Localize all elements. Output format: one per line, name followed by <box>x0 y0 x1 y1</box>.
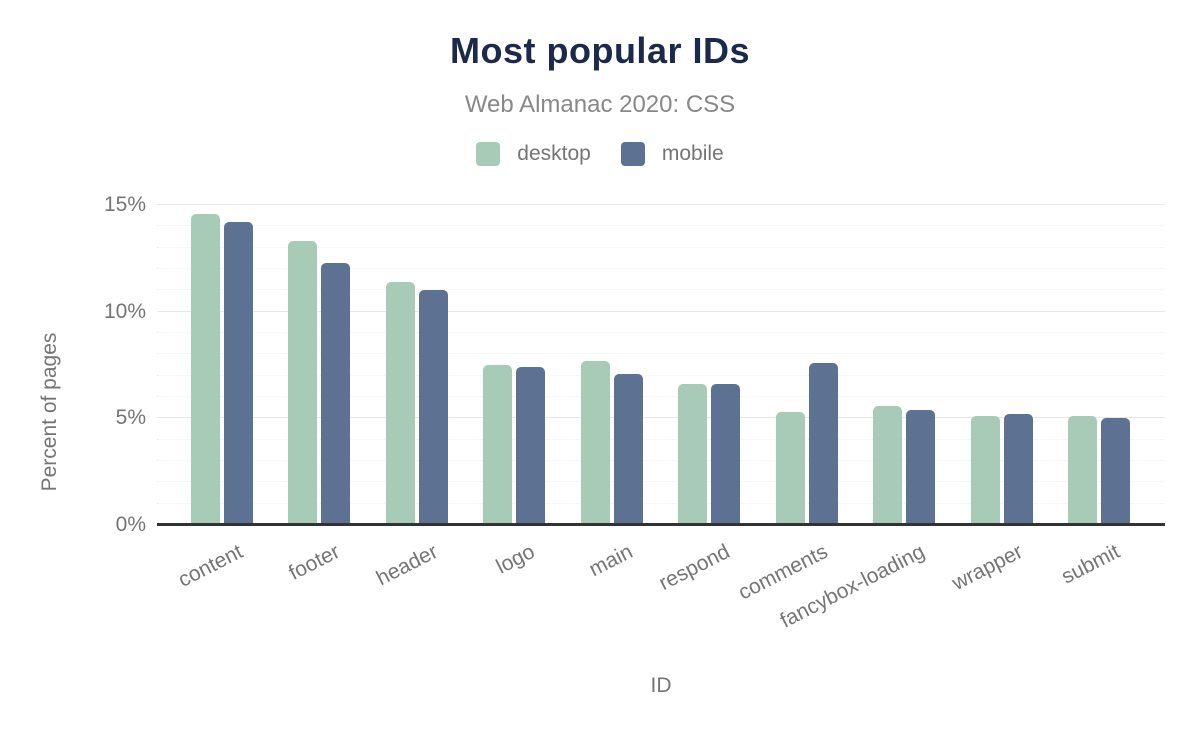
bar-group-submit <box>1051 195 1149 525</box>
gridline-minor-7 <box>157 374 1165 376</box>
y-tick-5%: 5% <box>115 406 146 430</box>
gridline-minor-12 <box>157 268 1165 269</box>
chart-subtitle: Web Almanac 2020: CSS <box>464 91 736 118</box>
bar-group-content <box>173 195 271 525</box>
plot-area <box>157 195 1165 526</box>
bar-group-footer <box>271 195 369 525</box>
bar-desktop-footer <box>288 241 318 525</box>
y-axis-title: Percent of pages <box>38 332 61 492</box>
bar-desktop-submit <box>1068 416 1098 525</box>
x-axis-line <box>157 523 1165 526</box>
x-tick-respond: respond <box>655 540 734 595</box>
gridline-minor-11 <box>157 289 1165 291</box>
bar-desktop-content <box>190 213 220 525</box>
gridline-major-10 <box>157 310 1165 312</box>
bar-group-wrapper <box>953 195 1051 525</box>
bar-group-comments <box>758 195 856 525</box>
chart-title: Most popular IDs <box>449 30 750 71</box>
bar-desktop-logo <box>483 365 513 525</box>
bar-mobile-submit <box>1101 418 1131 525</box>
bar-group-header <box>368 195 466 525</box>
gridline-minor-4 <box>157 438 1165 440</box>
legend: desktop mobile <box>0 142 1200 166</box>
bar-desktop-respond <box>678 384 708 525</box>
bar-mobile-respond <box>711 384 741 525</box>
bar-desktop-wrapper <box>970 416 1000 525</box>
gridline-minor-9 <box>157 332 1165 333</box>
gridline-minor-14 <box>157 225 1165 227</box>
x-tick-footer: footer <box>285 540 344 585</box>
bar-desktop-main <box>580 360 610 525</box>
bar-groups <box>173 195 1148 525</box>
bar-desktop-header <box>385 281 415 525</box>
x-tick-logo: logo <box>492 540 539 579</box>
y-tick-15%: 15% <box>103 193 146 216</box>
x-tick-wrapper: wrapper <box>948 540 1027 595</box>
gridline-minor-2 <box>157 481 1165 483</box>
bar-mobile-footer <box>321 262 351 525</box>
bar-mobile-wrapper <box>1003 414 1033 525</box>
gridline-minor-3 <box>157 460 1165 461</box>
x-tick-header: header <box>372 540 442 591</box>
legend-label-mobile: mobile <box>661 142 724 165</box>
x-tick-submit: submit <box>1058 540 1124 589</box>
bar-mobile-logo <box>516 367 546 525</box>
x-tick-main: main <box>585 540 637 582</box>
bar-group-logo <box>466 195 564 525</box>
legend-item-desktop: desktop <box>476 142 591 166</box>
legend-label-desktop: desktop <box>517 142 591 165</box>
gridline-minor-6 <box>157 396 1165 397</box>
gridline-major-15 <box>157 204 1165 205</box>
legend-item-mobile: mobile <box>620 142 724 166</box>
gridline-minor-1 <box>157 502 1165 504</box>
bar-group-respond <box>661 195 759 525</box>
gridline-minor-8 <box>157 353 1165 355</box>
x-axis-title: ID <box>650 674 672 697</box>
gridline-minor-13 <box>157 246 1165 248</box>
gridline-major-5 <box>157 417 1165 419</box>
bar-desktop-fancybox-loading <box>873 405 903 525</box>
legend-swatch-mobile-icon <box>620 142 645 166</box>
bar-mobile-content <box>223 222 253 525</box>
bar-mobile-comments <box>808 362 838 525</box>
bar-mobile-main <box>613 373 643 525</box>
legend-swatch-desktop-icon <box>476 142 501 166</box>
bar-group-main <box>563 195 661 525</box>
bar-mobile-fancybox-loading <box>906 409 936 525</box>
bar-group-fancybox-loading <box>856 195 954 525</box>
y-tick-0%: 0% <box>115 513 146 536</box>
y-tick-10%: 10% <box>103 299 146 323</box>
bar-mobile-header <box>418 290 448 525</box>
x-tick-content: content <box>174 540 247 592</box>
bar-desktop-comments <box>775 411 805 525</box>
